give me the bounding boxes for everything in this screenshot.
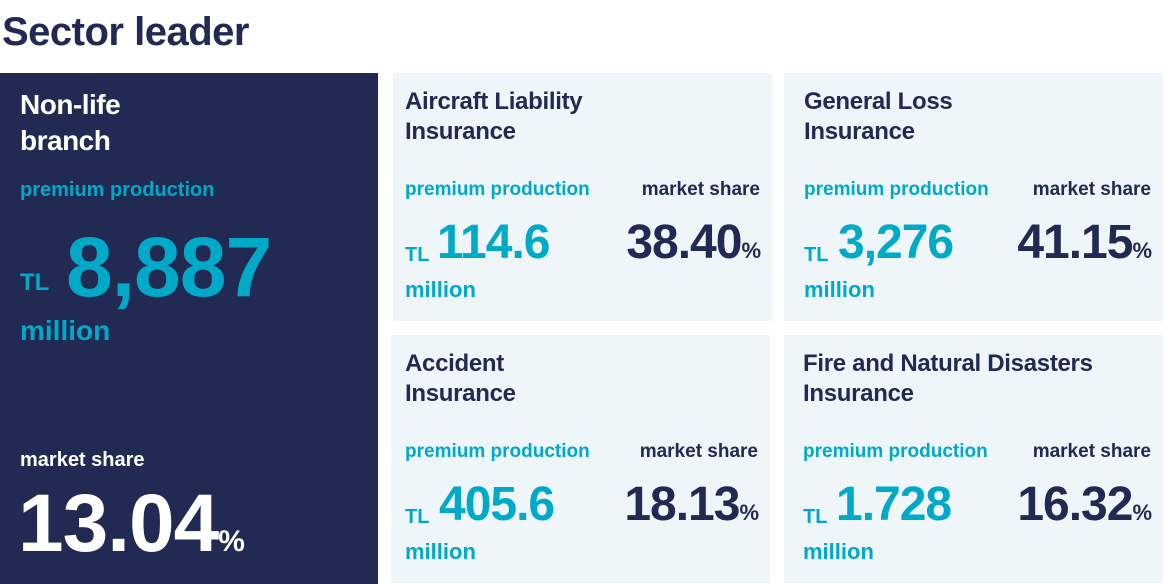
panel-heading: Non-life branch xyxy=(20,89,121,156)
currency: TL xyxy=(405,506,430,528)
percent-sign: % xyxy=(1132,500,1152,525)
premium-value: 3,276 xyxy=(838,216,954,269)
market-share-value: 18.13% xyxy=(624,477,759,532)
market-share-number: 18.13 xyxy=(624,478,740,531)
card-heading: Accident Insurance xyxy=(405,350,516,407)
card-general-loss: General Loss Insurance premium productio… xyxy=(784,73,1163,321)
non-life-branch-panel: Non-life branch premium production TL 8,… xyxy=(0,73,378,584)
premium-value: 405.6 xyxy=(439,478,555,531)
percent-sign: % xyxy=(741,238,761,263)
unit: million xyxy=(804,277,875,302)
percent-sign: % xyxy=(739,500,759,525)
market-share-label: market share xyxy=(639,441,758,462)
premium-value: 1.728 xyxy=(836,478,952,531)
unit: million xyxy=(20,315,111,346)
card-heading: General Loss Insurance xyxy=(804,88,953,145)
market-share-label: market share xyxy=(1032,179,1151,200)
market-share-label: market share xyxy=(20,449,145,471)
premium-value: 114.6 xyxy=(437,216,550,269)
currency: TL xyxy=(405,244,430,266)
market-share-number: 41.15 xyxy=(1017,216,1133,269)
premium-label: premium production xyxy=(405,179,590,200)
currency: TL xyxy=(20,269,50,296)
card-heading: Fire and Natural Disasters Insurance xyxy=(803,350,1093,407)
unit: million xyxy=(405,277,476,302)
card-aircraft-liability: Aircraft Liability Insurance premium pro… xyxy=(393,73,772,321)
unit: million xyxy=(803,539,874,564)
premium-label: premium production xyxy=(405,441,590,462)
premium-label: premium production xyxy=(803,441,988,462)
currency: TL xyxy=(803,506,828,528)
premium-label: premium production xyxy=(20,179,215,201)
unit: million xyxy=(405,539,476,564)
market-share-label: market share xyxy=(641,179,760,200)
market-share-value: 16.32% xyxy=(1017,477,1152,532)
market-share-label: market share xyxy=(1032,441,1151,462)
market-share-value: 38.40% xyxy=(626,215,761,270)
premium-value: 8,887 xyxy=(66,220,272,314)
market-share-number: 13.04 xyxy=(18,478,219,569)
percent-sign: % xyxy=(218,525,245,558)
card-accident: Accident Insurance premium production ma… xyxy=(391,335,770,583)
currency: TL xyxy=(804,244,829,266)
market-share-value: 13.04% xyxy=(18,477,245,571)
market-share-number: 38.40 xyxy=(626,216,742,269)
page-title: Sector leader xyxy=(2,10,249,54)
market-share-number: 16.32 xyxy=(1017,478,1133,531)
premium-label: premium production xyxy=(804,179,989,200)
card-fire-natural-disasters: Fire and Natural Disasters Insurance pre… xyxy=(784,335,1163,583)
market-share-value: 41.15% xyxy=(1017,215,1152,270)
card-heading: Aircraft Liability Insurance xyxy=(405,88,583,145)
percent-sign: % xyxy=(1132,238,1152,263)
